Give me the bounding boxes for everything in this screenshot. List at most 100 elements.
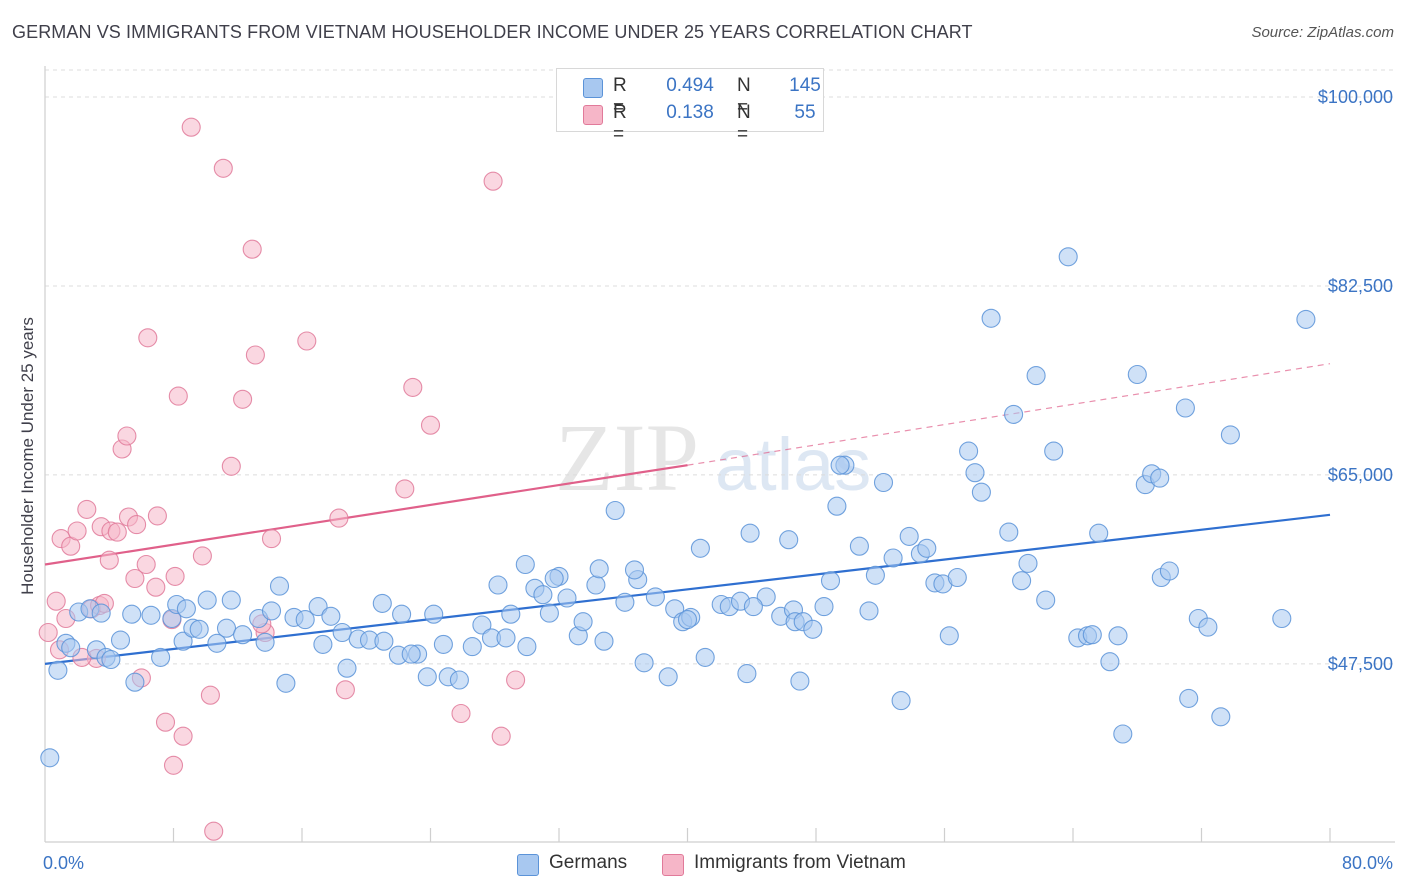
german-point bbox=[939, 626, 959, 646]
vietnam-point bbox=[146, 577, 166, 597]
vietnam-point bbox=[181, 117, 201, 137]
german-point bbox=[803, 619, 823, 639]
german-point bbox=[1113, 724, 1133, 744]
x-tick-label: 80.0% bbox=[1342, 853, 1393, 873]
german-point bbox=[891, 691, 911, 711]
x-tick-label: 0.0% bbox=[43, 853, 84, 873]
german-point bbox=[501, 604, 521, 624]
german-point bbox=[820, 571, 841, 591]
german-point bbox=[1296, 309, 1316, 329]
german-point bbox=[151, 647, 171, 667]
german-point bbox=[1150, 468, 1170, 488]
german-point bbox=[1108, 626, 1128, 646]
german-point bbox=[1272, 608, 1292, 629]
german-point bbox=[573, 612, 593, 632]
r-value: 0.138 bbox=[666, 102, 714, 123]
german-point bbox=[216, 618, 237, 638]
german-point bbox=[276, 673, 296, 693]
german-point bbox=[594, 631, 614, 651]
german-point bbox=[61, 638, 81, 658]
series-legend: Germans Immigrants from Vietnam bbox=[0, 852, 1406, 878]
german-point bbox=[321, 606, 341, 626]
vietnam-point bbox=[99, 550, 119, 570]
german-point bbox=[981, 308, 1001, 328]
german-point bbox=[141, 605, 161, 625]
german-point bbox=[488, 575, 508, 595]
german-point bbox=[743, 597, 763, 617]
vietnam-point bbox=[67, 521, 87, 541]
germans-legend-swatch bbox=[517, 854, 539, 876]
german-point bbox=[859, 601, 879, 621]
german-point bbox=[462, 637, 482, 657]
german-point bbox=[176, 599, 196, 619]
german-point bbox=[233, 625, 253, 645]
german-point bbox=[122, 604, 142, 624]
german-point bbox=[1198, 617, 1218, 637]
german-point bbox=[615, 592, 635, 612]
german-point bbox=[110, 630, 131, 650]
german-point bbox=[197, 590, 217, 610]
german-point bbox=[374, 631, 394, 651]
german-point bbox=[1004, 404, 1024, 424]
y-tick-label: $47,500 bbox=[1328, 654, 1393, 674]
german-point bbox=[1044, 441, 1064, 461]
vietnam-point bbox=[46, 591, 66, 611]
german-point bbox=[515, 554, 535, 575]
german-point bbox=[899, 526, 919, 546]
vietnam-point bbox=[38, 622, 58, 643]
german-point bbox=[790, 671, 810, 691]
german-point bbox=[677, 610, 698, 630]
german-point bbox=[1179, 688, 1199, 708]
r-value: 0.494 bbox=[666, 75, 714, 96]
vietnam-point bbox=[155, 712, 176, 732]
vietnam-point bbox=[451, 703, 471, 724]
vietnam-point bbox=[329, 508, 349, 528]
axes bbox=[44, 66, 1395, 843]
german-point bbox=[1211, 707, 1231, 727]
german-point bbox=[624, 560, 645, 580]
vietnam-point bbox=[213, 158, 233, 178]
vietnam-point bbox=[127, 515, 147, 535]
german-point bbox=[947, 567, 967, 588]
german-point bbox=[1175, 398, 1195, 418]
y-tick-label: $65,000 bbox=[1328, 465, 1393, 485]
vietnam-point bbox=[233, 389, 253, 409]
german-point bbox=[965, 463, 985, 483]
german-point bbox=[586, 575, 606, 595]
stats-legend: R = 0.494 N = 145 R = 0.138 N = 55 bbox=[556, 68, 824, 145]
german-point bbox=[873, 472, 894, 493]
vietnam-point bbox=[77, 499, 97, 519]
german-point bbox=[517, 637, 537, 657]
vietnam-point bbox=[107, 522, 127, 542]
german-point bbox=[959, 441, 979, 461]
german-point bbox=[533, 585, 553, 605]
vietnam-point bbox=[125, 568, 145, 589]
vietnam-point bbox=[395, 479, 415, 499]
german-point bbox=[472, 615, 492, 635]
vietnam-point bbox=[200, 685, 220, 705]
vietnam-point bbox=[117, 426, 137, 446]
r-label: R = bbox=[613, 75, 627, 118]
legend-label: Germans bbox=[549, 852, 628, 873]
german-point bbox=[337, 658, 357, 678]
n-label: N = bbox=[737, 102, 751, 145]
german-point bbox=[449, 670, 469, 690]
german-point bbox=[125, 672, 145, 692]
german-point bbox=[433, 634, 453, 654]
german-point bbox=[40, 748, 60, 768]
watermark-zip: ZIP bbox=[555, 404, 699, 511]
tick-labels: $47,500 $65,000 $82,500 $100,000 0.0% 80.0% bbox=[43, 87, 1393, 873]
german-point bbox=[308, 597, 328, 617]
source-note: Source: ZipAtlas.com bbox=[1251, 24, 1394, 41]
german-point bbox=[1058, 247, 1078, 267]
vietnam-point bbox=[420, 415, 441, 435]
german-point bbox=[424, 604, 444, 624]
german-point bbox=[539, 603, 559, 623]
vietnam-point bbox=[261, 529, 282, 549]
vietnam-point bbox=[297, 331, 317, 351]
german-point bbox=[737, 664, 757, 684]
german-point bbox=[865, 565, 885, 585]
vietnam-point bbox=[221, 456, 241, 476]
german-point bbox=[634, 653, 654, 673]
